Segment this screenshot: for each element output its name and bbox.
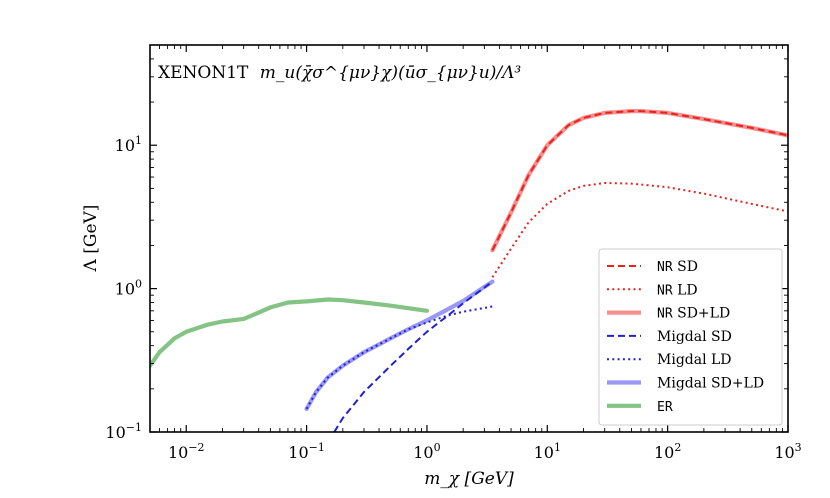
legend-item-migdal-ld: Migdal LD [607,352,732,368]
legend-item-migdal-sdplusld: Migdal SD+LD [607,376,764,392]
y-axis-label: Λ [GeV] [81,205,101,273]
x-tick-label: 103 [774,441,801,462]
legend-item-migdal-sd: Migdal SD [607,329,732,345]
plot-area [150,109,788,432]
x-tick-label: 102 [654,441,681,462]
chart-title: XENON1T m_u(χ̄σ^{μν}χ)(ūσ_{μν}u)/Λ³ [158,63,521,83]
legend-label: NR SD+LD [657,306,730,322]
series-line-er [150,297,429,368]
x-tick-label: 10−1 [288,441,325,462]
x-tick-label: 101 [534,441,561,462]
legend-label: ER [657,400,673,415]
legend-item-er: ER [607,400,673,415]
legend-label: Migdal SD [657,329,732,345]
ticks-layer: 10−2 10−1 100 101 102 103 10−1 100 101 [105,44,802,462]
series-line-nr-ld [491,182,788,278]
axes-frame [149,44,789,433]
legend-item-nr-ld: NR LD [607,282,698,298]
series-line-migdal-ld [305,305,493,410]
legend: NR SD NR LD NR SD+LD Migdal SD Migdal LD Migd… [598,248,783,426]
y-tick-label: 101 [115,134,142,155]
series-layer [150,109,788,432]
y-tick-label: 100 [115,278,142,299]
operator-label: m_u(χ̄σ^{μν}χ)(ūσ_{μν}u)/Λ³ [260,63,522,83]
y-tick-label: 10−1 [105,421,142,442]
legend-label: Migdal LD [657,352,732,368]
legend-item-nr-sd: NR SD [607,259,698,275]
series-line-migdal-sd [333,280,493,432]
x-tick-label: 10−2 [168,441,205,462]
x-axis-label: m_χ [GeV] [424,469,514,489]
series-line-nr-sd [491,110,788,251]
legend-item-nr-sdplusld: NR SD+LD [607,306,730,322]
legend-label: NR LD [657,282,698,298]
legend-box [598,248,783,426]
x-tick-label: 100 [413,441,440,462]
legend-label: NR SD [657,259,698,275]
legend-label: Migdal SD+LD [657,376,764,392]
